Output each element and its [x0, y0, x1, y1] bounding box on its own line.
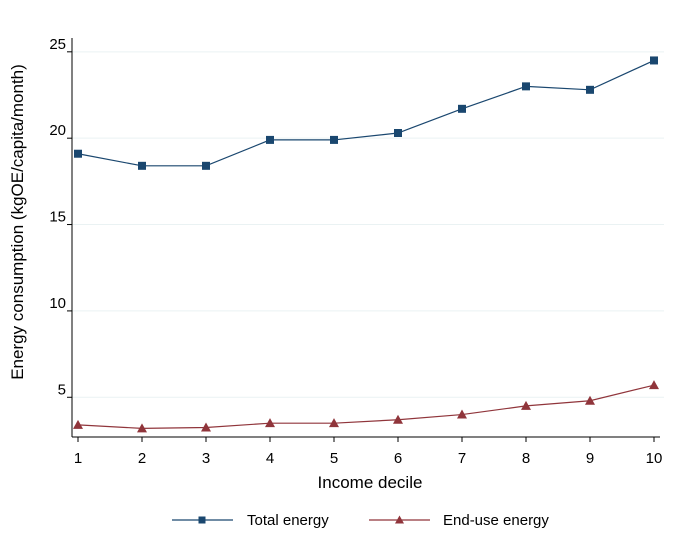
y-tick-label: 15	[49, 209, 66, 226]
series-total-energy	[74, 56, 658, 170]
x-tick-label: 4	[266, 450, 274, 467]
x-tick-label: 5	[330, 450, 338, 467]
x-axis-ticks: 1 2 3 4 5 6 7 8 9 10	[74, 437, 663, 467]
series-line	[77, 59, 655, 167]
data-point	[330, 135, 338, 144]
y-tick-label: 20	[49, 122, 66, 139]
x-tick-label: 2	[138, 450, 146, 467]
x-tick-label: 9	[586, 450, 594, 467]
x-tick-label: 3	[202, 450, 210, 467]
data-point	[586, 85, 594, 94]
legend-item-enduse: End-use energy	[369, 512, 549, 529]
legend-label-enduse: End-use energy	[443, 512, 549, 529]
data-point	[137, 423, 147, 433]
series-end-use-energy	[73, 380, 659, 433]
x-tick-label: 6	[394, 450, 402, 467]
x-tick-label: 8	[522, 450, 530, 467]
data-point	[74, 149, 82, 158]
y-axis-title: Energy consumption (kgOE/capita/month)	[8, 64, 27, 380]
legend-label-total: Total energy	[247, 512, 329, 529]
data-point	[650, 56, 658, 65]
y-tick-label: 10	[49, 295, 66, 312]
data-point	[393, 414, 403, 424]
data-point	[329, 418, 339, 428]
y-axis-ticks: 5 10 15 20 25	[49, 36, 72, 398]
data-point	[585, 395, 595, 405]
gridlines	[72, 51, 664, 398]
data-point	[458, 104, 466, 113]
y-tick-label: 25	[49, 36, 66, 53]
data-point	[649, 380, 659, 390]
data-point	[457, 409, 467, 419]
legend: Total energy End-use energy	[172, 512, 549, 529]
data-point	[201, 422, 211, 432]
x-tick-label: 7	[458, 450, 466, 467]
data-point	[73, 419, 83, 429]
legend-marker-total	[198, 516, 206, 524]
axes	[71, 38, 660, 438]
data-point	[265, 418, 275, 428]
x-tick-label: 10	[646, 450, 663, 467]
legend-item-total: Total energy	[172, 512, 329, 529]
data-point	[394, 129, 402, 137]
data-point	[266, 135, 274, 144]
data-point	[521, 400, 531, 410]
series-line	[77, 384, 655, 429]
series-group	[73, 56, 659, 433]
x-axis-title: Income decile	[318, 473, 423, 492]
data-point	[522, 82, 530, 91]
data-point	[202, 161, 210, 170]
data-point	[138, 161, 146, 170]
x-tick-label: 1	[74, 450, 82, 467]
legend-marker-enduse	[395, 515, 404, 524]
y-tick-label: 5	[58, 381, 66, 398]
